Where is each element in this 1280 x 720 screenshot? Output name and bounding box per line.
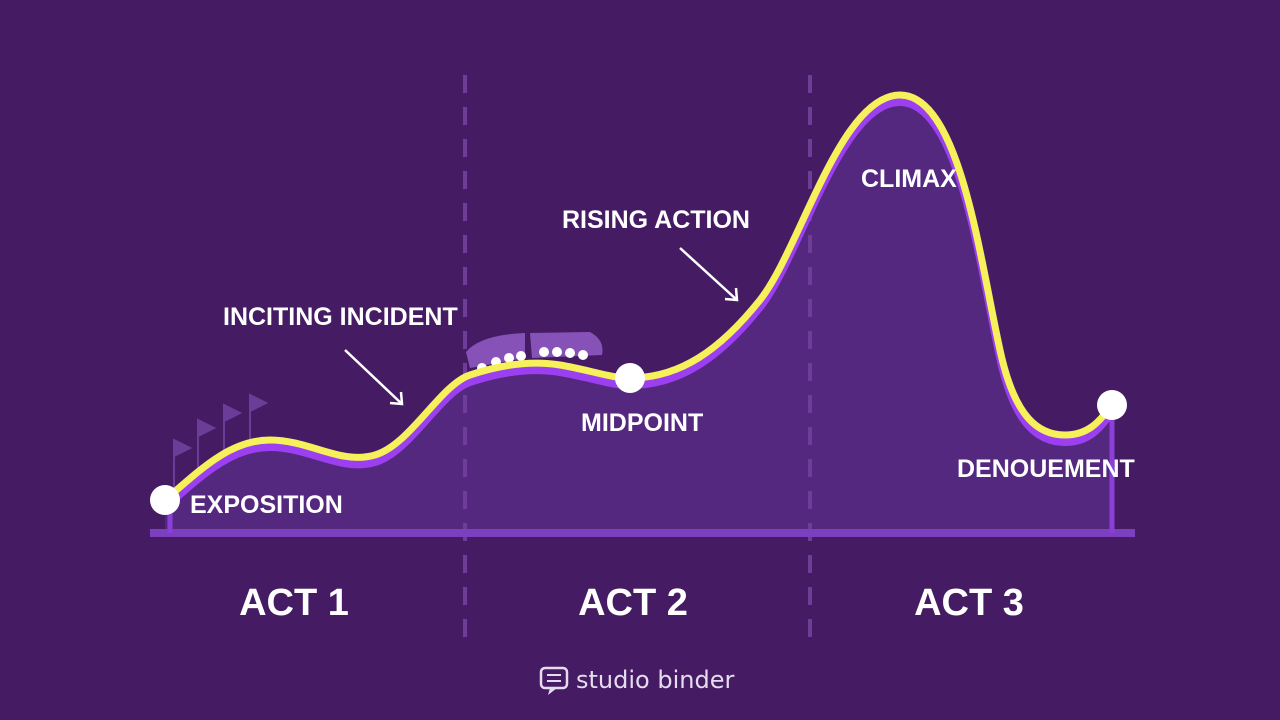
- act-label: ACT 1: [239, 582, 349, 624]
- point-label: DENOUEMENT: [957, 455, 1135, 483]
- act-label: ACT 2: [578, 582, 688, 624]
- brand-logo: [539, 666, 569, 695]
- point-label: CLIMAX: [861, 165, 957, 193]
- coaster: [466, 332, 603, 373]
- flags: [173, 393, 269, 490]
- node: [615, 363, 645, 393]
- brand: studio binder: [576, 666, 734, 694]
- point-label: MIDPOINT: [581, 409, 703, 437]
- point-label: RISING ACTION: [562, 206, 750, 234]
- point-label: INCITING INCIDENT: [223, 303, 458, 331]
- node: [150, 485, 180, 515]
- story-curve: [162, 91, 1115, 503]
- act-label: ACT 3: [914, 582, 1024, 624]
- area: [165, 95, 1112, 533]
- arrows: [344, 247, 739, 406]
- point-label: EXPOSITION: [190, 491, 343, 519]
- node: [1097, 390, 1127, 420]
